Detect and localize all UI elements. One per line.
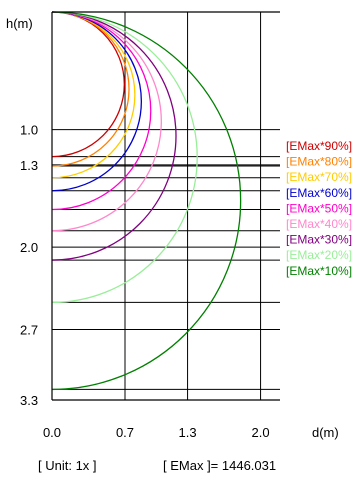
x-tick-label: 0.0 <box>43 425 61 440</box>
curves <box>51 11 242 391</box>
legend-entry: [EMax*70%] <box>286 170 352 184</box>
series-curve <box>51 11 142 192</box>
x-tick-label: 1.3 <box>179 425 197 440</box>
legend-entry: [EMax*40%] <box>286 217 352 231</box>
legend: [EMax*90%] [EMax*80%][EMax*70%] [EMax*60%]… <box>286 139 352 278</box>
legend-entry: [EMax*10%] <box>286 264 352 278</box>
y-tick-label: 2.0 <box>20 240 38 255</box>
plot-frame <box>51 11 280 401</box>
series-curve <box>51 11 198 304</box>
y-tick-label: 1.3 <box>20 158 38 173</box>
x-tick-label: 0.7 <box>116 425 134 440</box>
series-curve <box>51 11 125 158</box>
y-tick-labels: 1.0 1.3 2.0 2.7 3.3 <box>20 123 38 408</box>
series-curve <box>51 11 177 261</box>
y-tick-label: 2.7 <box>20 322 38 337</box>
y-axis-label: h(m) <box>6 16 33 31</box>
legend-entry: [EMax*90%] <box>286 139 352 153</box>
x-axis-label: d(m) <box>312 425 339 440</box>
x-tick-labels: 0.0 0.7 1.3 2.0 <box>43 425 270 440</box>
series-curve <box>51 11 242 391</box>
legend-entry: [EMax*50%] <box>286 201 352 215</box>
series-curve <box>51 11 152 211</box>
x-tick-label: 2.0 <box>252 425 270 440</box>
series-curve <box>51 11 136 179</box>
legend-entry: [EMax*60%] <box>286 186 352 200</box>
legend-entry: [EMax*80%] <box>286 155 352 169</box>
legend-entry: [EMax*30%] <box>286 233 352 247</box>
series-curve <box>51 11 162 232</box>
y-tick-label: 3.3 <box>20 393 38 408</box>
legend-entry: [EMax*20%] <box>286 248 352 262</box>
emax-label: [ EMax ]= 1446.031 <box>163 458 276 473</box>
y-tick-label: 1.0 <box>20 123 38 138</box>
unit-label: [ Unit: 1x ] <box>38 458 97 473</box>
